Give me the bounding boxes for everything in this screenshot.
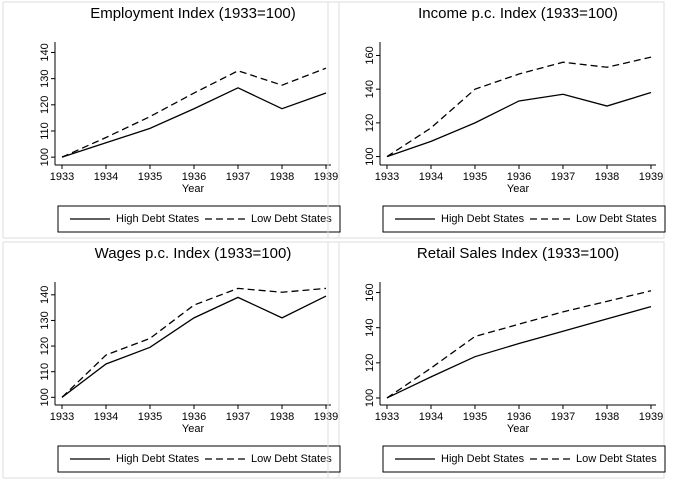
x-tick-label: 1939 [314,411,338,423]
x-tick-label: 1938 [595,411,619,423]
x-tick-label: 1935 [463,171,487,183]
y-tick-label: 130 [39,69,51,87]
y-tick-label: 120 [364,354,376,372]
panel: Retail Sales Index (1933=100) 100 120 140 16… [327,241,666,479]
y-tick-label: 140 [39,43,51,61]
panel-border [327,1,665,239]
legend-label: High Debt States [116,213,200,225]
panel-border [327,241,665,479]
y-tick-label: 160 [364,46,376,64]
series-line [61,295,327,398]
x-tick-label: 1938 [595,171,619,183]
x-tick-label: 1937 [226,171,250,183]
y-tick-label: 140 [364,319,376,337]
x-tick-label: 1936 [507,411,531,423]
x-tick-label: 1934 [94,171,118,183]
panel-border [2,1,340,239]
legend-label: High Debt States [441,453,525,465]
y-tick-label: 120 [39,96,51,114]
y-tick-label: 120 [39,337,51,355]
y-tick-label: 100 [39,388,51,406]
series-line [386,56,652,158]
panel: Income p.c. Index (1933=100) 100 120 140 160… [327,1,666,239]
series-line [386,305,652,399]
x-tick-label: 1939 [639,171,663,183]
x-axis-label: Year [182,183,205,195]
x-tick-label: 1934 [94,411,118,423]
x-tick-label: 1935 [138,171,162,183]
x-tick-label: 1933 [50,411,74,423]
legend-label: Low Debt States [251,213,332,225]
series-line [61,87,327,158]
x-tick-label: 1937 [226,411,250,423]
x-tick-label: 1937 [551,171,575,183]
x-tick-label: 1934 [419,171,443,183]
x-axis-label: Year [182,423,205,435]
legend-label: High Debt States [116,453,200,465]
x-tick-label: 1933 [375,171,399,183]
series-line [386,91,652,158]
y-tick-label: 160 [364,283,376,301]
y-tick-label: 130 [39,311,51,329]
series-line [61,67,327,158]
chart-title: Employment Index (1933=100) [90,5,296,22]
chart-title: Retail Sales Index (1933=100) [417,245,619,262]
y-tick-label: 140 [39,286,51,304]
y-tick-label: 120 [364,114,376,132]
x-tick-label: 1936 [182,171,206,183]
x-tick-label: 1938 [270,171,294,183]
legend-label: Low Debt States [576,213,657,225]
x-tick-label: 1933 [375,411,399,423]
series-line [386,290,652,399]
panel: Employment Index (1933=100) 100 110 120 130 1… [2,1,341,239]
y-tick-label: 100 [364,147,376,165]
y-tick-label: 100 [39,148,51,166]
x-tick-label: 1937 [551,411,575,423]
x-tick-label: 1939 [639,411,663,423]
series-line [61,287,327,398]
x-tick-label: 1933 [50,171,74,183]
y-tick-label: 140 [364,80,376,98]
chart-title: Income p.c. Index (1933=100) [418,5,618,22]
x-axis-label: Year [507,183,530,195]
x-tick-label: 1936 [182,411,206,423]
x-tick-label: 1934 [419,411,443,423]
x-tick-label: 1935 [463,411,487,423]
legend-label: Low Debt States [251,453,332,465]
y-tick-label: 110 [39,363,51,381]
x-tick-label: 1936 [507,171,531,183]
x-tick-label: 1935 [138,411,162,423]
panel-border [2,241,340,479]
x-tick-label: 1938 [270,411,294,423]
legend-label: Low Debt States [576,453,657,465]
x-axis-label: Year [507,423,530,435]
chart-title: Wages p.c. Index (1933=100) [95,245,292,262]
legend-label: High Debt States [441,213,525,225]
x-tick-label: 1939 [314,171,338,183]
panel: Wages p.c. Index (1933=100) 100 110 120 130 1… [2,241,341,479]
y-tick-label: 110 [39,122,51,140]
y-tick-label: 100 [364,389,376,407]
